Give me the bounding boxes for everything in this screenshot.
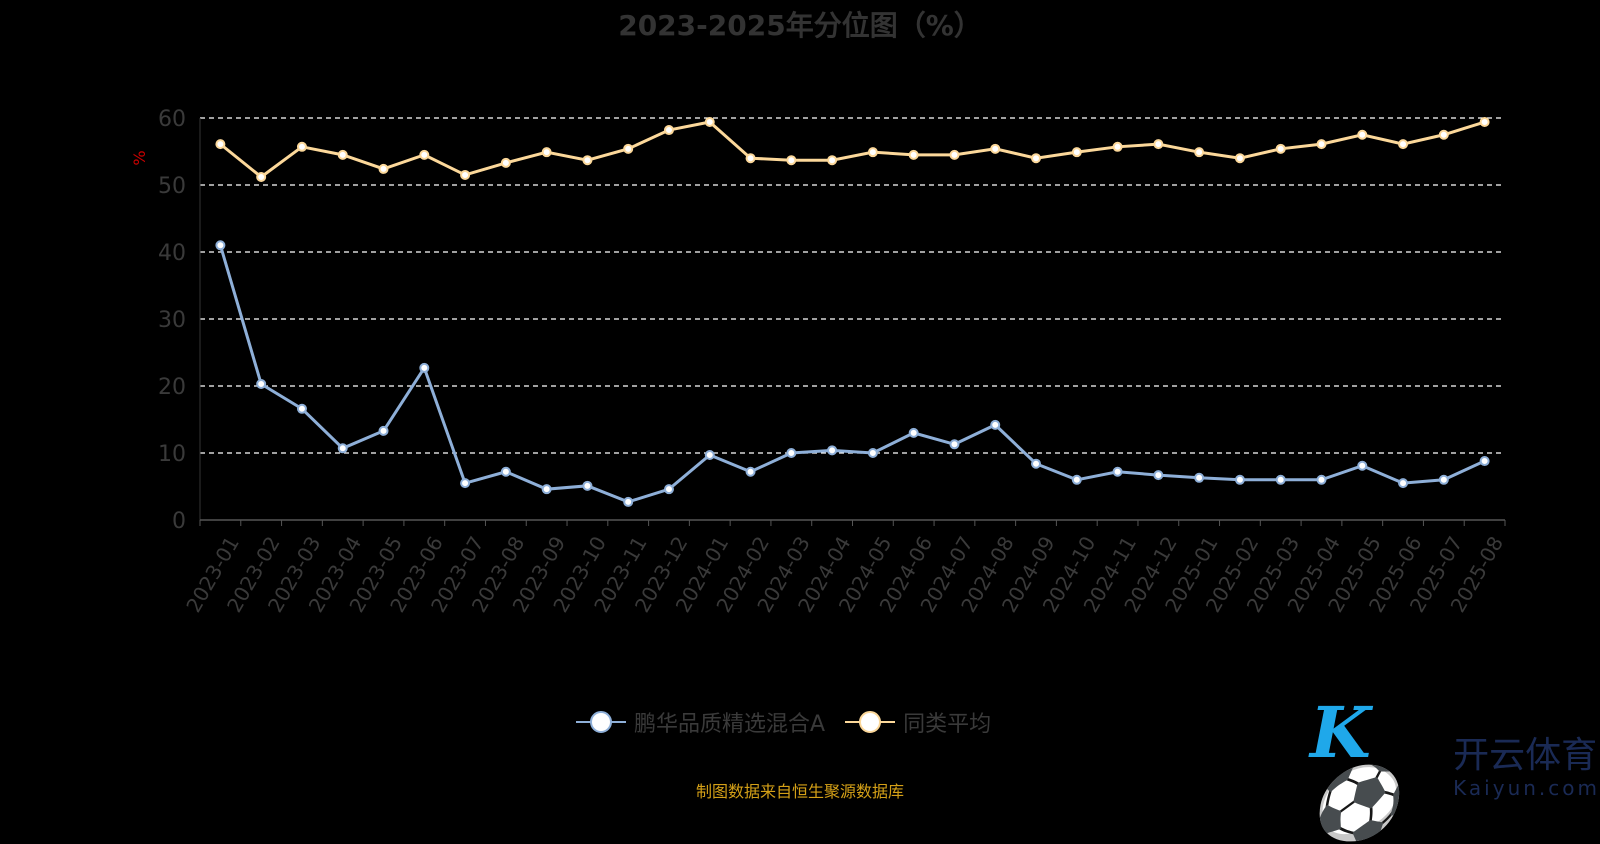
data-point: [949, 149, 960, 160]
data-point: [541, 484, 552, 495]
data-point: [582, 480, 593, 491]
data-point: [827, 445, 838, 456]
logo-en: Kaiyun.com: [1453, 776, 1600, 800]
y-tick-label: 50: [158, 174, 186, 199]
data-point: [337, 149, 348, 160]
data-point: [990, 419, 1001, 430]
series-line-0: [218, 244, 1486, 504]
data-point: [1357, 460, 1368, 471]
y-tick-label: 20: [158, 375, 186, 400]
data-point: [1194, 472, 1205, 483]
line-chart: 0102030405060%2023-012023-022023-032023-…: [130, 107, 1508, 616]
data-point: [908, 149, 919, 160]
data-point: [949, 439, 960, 450]
data-point: [1316, 139, 1327, 150]
data-point: [1438, 474, 1449, 485]
data-point: [663, 125, 674, 136]
data-point: [1194, 147, 1205, 158]
data-point: [1398, 139, 1409, 150]
data-point: [1112, 466, 1123, 477]
data-point: [867, 147, 878, 158]
data-point: [1031, 458, 1042, 469]
data-point: [1438, 129, 1449, 140]
y-tick-label: 10: [158, 442, 186, 467]
y-axis-label: %: [130, 150, 149, 165]
data-point: [256, 171, 267, 182]
data-point: [1275, 474, 1286, 485]
data-point: [378, 163, 389, 174]
legend-item-average[interactable]: 同类平均: [845, 706, 991, 738]
data-point: [1357, 129, 1368, 140]
data-point: [419, 362, 430, 373]
data-point: [500, 466, 511, 477]
data-point: [623, 143, 634, 154]
data-point: [786, 448, 797, 458]
data-point: [867, 448, 878, 458]
data-point: [419, 149, 430, 160]
data-point: [623, 496, 634, 507]
data-point: [786, 155, 797, 166]
data-point: [337, 443, 348, 454]
legend: 鹏华品质精选混合A 同类平均: [576, 706, 1001, 738]
logo-k-icon: K⚽: [1310, 691, 1398, 844]
data-point: [704, 117, 715, 128]
data-point: [215, 139, 226, 150]
data-point: [745, 153, 756, 164]
y-tick-label: 40: [158, 241, 186, 266]
data-point: [296, 141, 307, 152]
data-point: [1112, 141, 1123, 152]
data-point: [745, 466, 756, 477]
series-line-1: [219, 120, 1486, 179]
legend-label: 鹏华品质精选混合A: [634, 712, 826, 737]
data-point: [1031, 153, 1042, 164]
data-point: [1153, 139, 1164, 150]
data-point: [296, 403, 307, 414]
data-point: [1071, 147, 1082, 158]
data-point: [663, 484, 674, 495]
data-point: [908, 427, 919, 438]
data-point: [541, 147, 552, 158]
data-point: [1153, 470, 1164, 481]
legend-marker-icon: [576, 711, 626, 733]
y-tick-label: 0: [172, 509, 186, 534]
data-point: [460, 169, 471, 180]
chart-title: 2023-2025年分位图（%）: [618, 9, 982, 42]
data-point: [256, 378, 267, 389]
data-point: [827, 155, 838, 166]
data-point: [990, 143, 1001, 154]
data-point: [460, 478, 471, 489]
data-point: [1479, 117, 1490, 128]
legend-marker-icon: [845, 711, 896, 733]
data-point: [1316, 474, 1327, 485]
data-point: [215, 240, 226, 251]
data-point: [704, 450, 715, 461]
legend-item-fund[interactable]: 鹏华品质精选混合A: [576, 706, 825, 738]
source-note: 制图数据来自恒生聚源数据库: [695, 782, 904, 801]
watermark-logo: K⚽ 开云体育 Kaiyun.com: [1310, 698, 1600, 838]
data-point: [1479, 456, 1490, 467]
y-tick-label: 30: [158, 308, 186, 333]
data-point: [378, 425, 389, 436]
data-point: [1234, 153, 1245, 164]
y-tick-label: 60: [158, 107, 186, 132]
logo-cn: 开云体育: [1453, 735, 1598, 776]
data-point: [1071, 474, 1082, 485]
data-point: [1275, 143, 1286, 154]
data-point: [582, 155, 593, 166]
data-point: [500, 157, 511, 168]
data-point: [1234, 474, 1245, 485]
legend-label: 同类平均: [903, 712, 992, 737]
data-point: [1398, 478, 1409, 489]
